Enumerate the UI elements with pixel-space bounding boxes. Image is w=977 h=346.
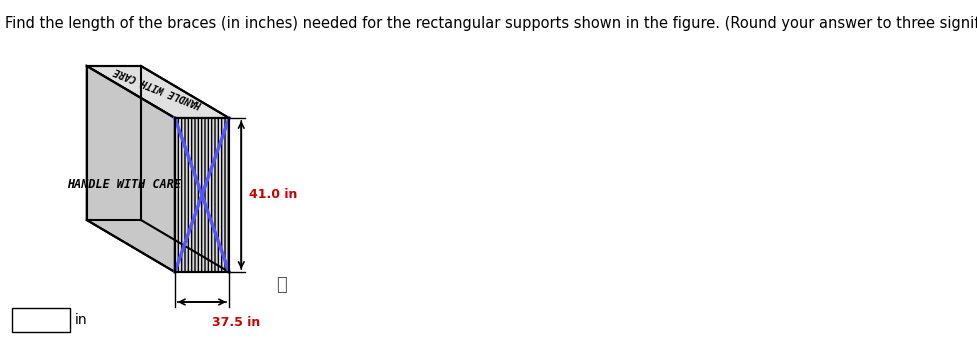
Bar [12, 308, 69, 332]
Polygon shape [87, 66, 229, 118]
Polygon shape [87, 66, 175, 272]
Text: ⓘ: ⓘ [276, 276, 286, 294]
Text: HANDLE WITH CARE: HANDLE WITH CARE [112, 65, 203, 109]
Polygon shape [175, 118, 229, 272]
Text: HANDLE WITH CARE: HANDLE WITH CARE [67, 177, 181, 191]
Text: 41.0 in: 41.0 in [249, 189, 298, 201]
Text: in: in [75, 313, 88, 327]
Text: 37.5 in: 37.5 in [212, 316, 260, 329]
Text: Find the length of the braces (in inches) needed for the rectangular supports sh: Find the length of the braces (in inches… [6, 16, 977, 31]
